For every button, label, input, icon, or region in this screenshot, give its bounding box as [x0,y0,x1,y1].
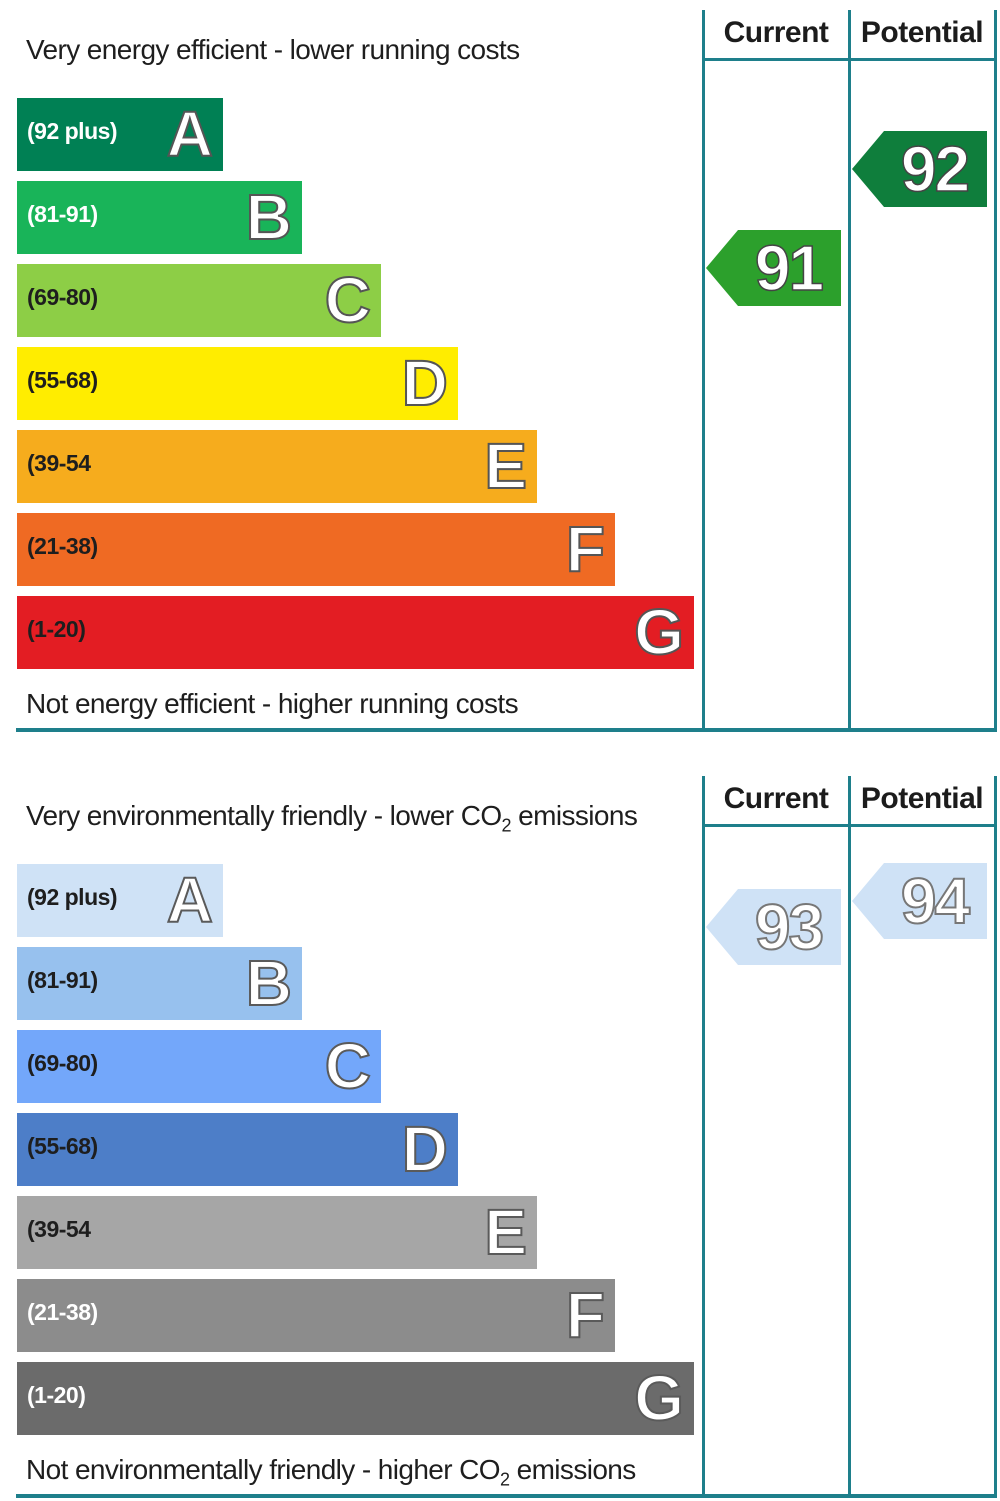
band-letter: C [324,1030,372,1102]
band-a: (92 plus) A [17,864,223,937]
band-range-label: (1-20) [27,1382,86,1408]
band-letter: D [401,347,449,419]
bottom-description-text: Not environmentally friendly - higher CO [26,1454,501,1485]
potential-column-header: Potential [860,782,984,815]
potential-column-header: Potential [860,16,984,49]
band-g: (1-20) G [17,1362,694,1435]
current-arrow-shape [706,229,841,306]
top-description-suffix: emissions [510,800,638,831]
bottom-description: Not environmentally friendly - higher CO… [26,1454,636,1491]
band-e: (39-54 E [17,1196,537,1269]
bottom-divider [16,1494,997,1498]
band-range-label: (81-91) [27,201,98,227]
top-description: Very energy efficient - lower running co… [26,34,520,65]
column-divider [848,776,851,1498]
band-letter: G [633,1362,685,1434]
band-letter: B [245,947,293,1019]
current-arrow-shape [706,888,841,965]
potential-rating-arrow: 94 [852,862,987,939]
potential-arrow-shape [852,130,987,207]
environmental-impact-chart: Current Potential Very environmentally f… [0,766,1000,1501]
band-letter: A [166,864,214,936]
current-rating-value: 93 [754,890,825,964]
band-range-label: (92 plus) [27,884,118,910]
band-letter: G [633,596,685,668]
potential-arrow-fill [852,130,987,207]
current-rating-arrow: 93 [706,888,841,965]
band-b: (81-91) B [17,181,302,254]
band-e: (39-54 E [17,430,537,503]
current-rating-arrow: 91 [706,229,841,306]
current-arrow-fill [706,888,841,965]
column-divider [848,10,851,732]
band-g: (1-20) G [17,596,694,669]
energy-efficiency-chart: Current Potential Very energy efficient … [0,0,1000,735]
column-divider [702,10,705,732]
column-divider [702,776,705,1498]
current-rating-value: 91 [754,231,825,305]
bottom-description-suffix: emissions [509,1454,637,1485]
bottom-divider [16,728,997,732]
band-range-label: (1-20) [27,616,86,642]
current-arrow-fill [706,229,841,306]
potential-arrow-fill [852,862,987,939]
band-letter: F [565,1279,606,1351]
band-letter: E [483,1196,528,1268]
band-letter: D [401,1113,449,1185]
band-letter: B [245,181,293,253]
potential-rating-value: 92 [900,132,971,206]
current-column-header: Current [723,782,829,815]
band-range-label: (69-80) [27,1050,98,1076]
band-b: (81-91) B [17,947,302,1020]
band-range-label: (55-68) [27,1133,98,1159]
band-range-label: (81-91) [27,967,98,993]
band-d: (55-68) D [17,347,458,420]
band-range-label: (69-80) [27,284,98,310]
band-f: (21-38) F [17,513,615,586]
band-range-label: (39-54 [27,450,91,476]
band-range-label: (21-38) [27,533,98,559]
top-description-text: Very environmentally friendly - lower CO [26,800,502,831]
top-description-subscript: 2 [501,815,512,836]
current-column-header: Current [723,16,829,49]
potential-rating-arrow: 92 [852,130,987,207]
band-letter: E [483,430,528,502]
band-letter: C [324,264,372,336]
band-range-label: (21-38) [27,1299,98,1325]
top-description: Very environmentally friendly - lower CO… [26,800,638,837]
header-divider [702,824,997,827]
band-c: (69-80) C [17,1030,381,1103]
band-range-label: (39-54 [27,1216,91,1242]
bottom-description: Not energy efficient - higher running co… [26,688,519,719]
potential-rating-value: 94 [900,864,971,938]
band-c: (69-80) C [17,264,381,337]
band-letter: A [166,98,214,170]
column-divider [994,10,997,732]
band-range-label: (55-68) [27,367,98,393]
bottom-description-subscript: 2 [500,1469,510,1490]
band-range-label: (92 plus) [27,118,118,144]
header-divider [702,58,997,61]
band-f: (21-38) F [17,1279,615,1352]
band-d: (55-68) D [17,1113,458,1186]
potential-arrow-shape [852,862,987,939]
column-divider [994,776,997,1498]
band-a: (92 plus) A [17,98,223,171]
band-letter: F [565,513,606,585]
